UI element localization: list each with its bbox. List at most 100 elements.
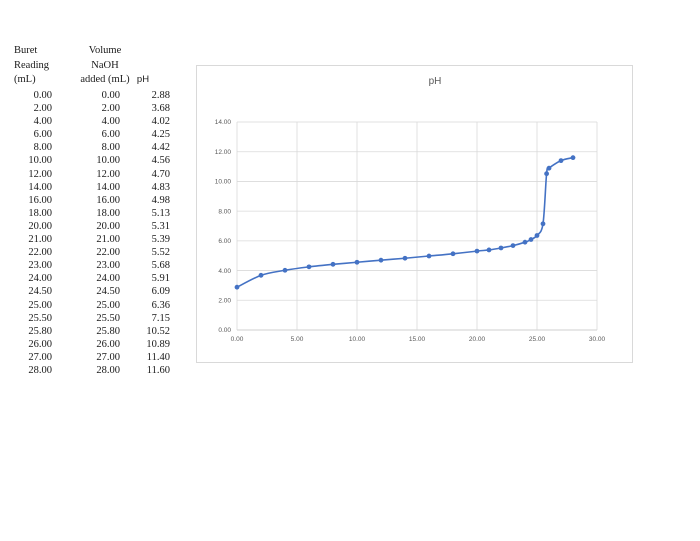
data-point bbox=[510, 243, 516, 249]
buret-reading-cell: 25.80 bbox=[28, 325, 52, 337]
buret-reading-cell: 28.00 bbox=[28, 364, 52, 376]
ph-cell: 4.42 bbox=[151, 142, 170, 154]
ph-cell: 11.60 bbox=[146, 364, 170, 376]
y-tick-label: 2.00 bbox=[218, 297, 231, 304]
data-point bbox=[522, 239, 528, 245]
y-tick-label: 12.00 bbox=[215, 149, 232, 156]
x-tick-label: 5.00 bbox=[291, 336, 304, 343]
data-point bbox=[258, 272, 264, 278]
data-point bbox=[426, 253, 432, 259]
volume-naoh-cell: 16.00 bbox=[96, 194, 120, 206]
volume-naoh-cell: 6.00 bbox=[101, 129, 120, 141]
series-line bbox=[236, 156, 574, 288]
buret-reading-cell: 24.00 bbox=[28, 273, 52, 285]
buret-reading-cell: 25.50 bbox=[28, 312, 52, 324]
buret-reading-cell: 6.00 bbox=[33, 129, 52, 141]
volume-naoh-cell: 25.50 bbox=[96, 312, 120, 324]
data-point bbox=[474, 248, 480, 254]
buret-reading-cell: 25.00 bbox=[28, 299, 52, 311]
buret-reading-cell: 4.00 bbox=[33, 116, 52, 128]
ph-cell: 5.52 bbox=[151, 247, 170, 259]
data-point bbox=[450, 251, 456, 257]
volume-naoh-cell: 25.80 bbox=[96, 325, 120, 337]
volume-naoh-cell: 27.00 bbox=[96, 351, 120, 363]
volume-naoh-cell: 18.00 bbox=[96, 207, 120, 219]
volume-naoh-cell: 24.50 bbox=[96, 286, 120, 298]
data-point bbox=[234, 284, 240, 290]
x-tick-label: 10.00 bbox=[349, 336, 366, 343]
y-tick-label: 14.00 bbox=[215, 119, 232, 126]
header-buret-line3: (mL) bbox=[14, 74, 36, 85]
volume-naoh-cell: 20.00 bbox=[96, 220, 120, 232]
ph-cell: 4.02 bbox=[151, 116, 170, 128]
data-point bbox=[402, 255, 408, 261]
y-tick-label: 6.00 bbox=[218, 238, 231, 245]
ph-cell: 5.68 bbox=[151, 260, 170, 272]
buret-reading-cell: 2.00 bbox=[33, 103, 52, 115]
ph-cell: 4.70 bbox=[151, 168, 170, 180]
volume-naoh-cell: 23.00 bbox=[96, 260, 120, 272]
data-point bbox=[540, 221, 546, 227]
volume-naoh-cell: 28.00 bbox=[96, 364, 120, 376]
data-point bbox=[498, 245, 504, 251]
ph-cell: 6.09 bbox=[151, 286, 170, 298]
ph-cell: 6.36 bbox=[151, 299, 170, 311]
buret-reading-cell: 22.00 bbox=[28, 247, 52, 259]
data-point bbox=[570, 155, 576, 161]
buret-reading-cell: 21.00 bbox=[28, 234, 52, 246]
buret-reading-cell: 10.00 bbox=[28, 155, 52, 167]
x-tick-label: 15.00 bbox=[409, 336, 426, 343]
header-ph: pH bbox=[136, 74, 150, 85]
ph-cell: 10.52 bbox=[146, 325, 170, 337]
ph-cell: 5.91 bbox=[151, 273, 170, 285]
volume-naoh-cell: 10.00 bbox=[96, 155, 120, 167]
y-tick-label: 10.00 bbox=[215, 179, 232, 186]
ph-cell: 2.88 bbox=[151, 90, 170, 101]
header-volume-line3: added (mL) bbox=[80, 74, 130, 85]
ph-cell: 5.13 bbox=[151, 207, 170, 219]
header-volume-naoh: Volume NaOH added (mL) bbox=[74, 44, 136, 88]
chart-svg: pH 0.00 2.00 4.00 6.00 8.00 10.00 12.00 14.00 0.0… bbox=[215, 76, 606, 343]
header-volume-line1: Volume bbox=[88, 45, 122, 56]
volume-naoh-cell: 0.00 bbox=[101, 90, 120, 101]
ph-cell: 5.39 bbox=[151, 234, 170, 246]
buret-reading-cell: 26.00 bbox=[28, 338, 52, 350]
header-buret-reading: Buret Reading (mL) bbox=[14, 44, 54, 88]
buret-reading-cell: 18.00 bbox=[28, 207, 52, 219]
ph-cell: 5.31 bbox=[151, 220, 170, 232]
volume-naoh-cell: 4.00 bbox=[101, 116, 120, 128]
data-point bbox=[306, 264, 312, 270]
volume-naoh-cell: 22.00 bbox=[96, 247, 120, 259]
buret-reading-cell: 12.00 bbox=[28, 168, 52, 180]
buret-reading-cell: 24.50 bbox=[28, 286, 52, 298]
y-tick-label: 0.00 bbox=[218, 327, 231, 334]
volume-naoh-cell: 24.00 bbox=[96, 273, 120, 285]
ph-cell: 4.56 bbox=[151, 155, 170, 167]
ph-cell: 3.68 bbox=[151, 103, 170, 115]
volume-naoh-cell: 21.00 bbox=[96, 234, 120, 246]
ph-cell: 4.83 bbox=[151, 181, 170, 193]
x-tick-label: 20.00 bbox=[469, 336, 486, 343]
data-point bbox=[558, 158, 564, 164]
buret-reading-cell: 20.00 bbox=[28, 220, 52, 232]
y-tick-label: 4.00 bbox=[218, 268, 231, 275]
x-tick-label: 25.00 bbox=[529, 336, 546, 343]
data-point bbox=[544, 171, 549, 177]
buret-reading-cell: 23.00 bbox=[28, 260, 52, 272]
data-point bbox=[378, 257, 384, 263]
ph-chart: pH 0.00 2.00 4.00 6.00 8.00 10.00 12.00 14.00 0.0… bbox=[196, 65, 633, 363]
buret-reading-cell: 8.00 bbox=[33, 142, 52, 154]
data-point bbox=[354, 259, 360, 265]
volume-naoh-cell: 25.00 bbox=[96, 299, 120, 311]
x-tick-label: 0.00 bbox=[231, 336, 244, 343]
ph-cell: 4.25 bbox=[151, 129, 170, 141]
volume-naoh-cell: 12.00 bbox=[96, 168, 120, 180]
volume-naoh-cell: 2.00 bbox=[101, 103, 120, 115]
x-tick-label: 30.00 bbox=[589, 336, 606, 343]
header-volume-line2: NaOH bbox=[91, 59, 119, 71]
buret-reading-cell: 27.00 bbox=[28, 351, 52, 363]
buret-reading-cell: 16.00 bbox=[28, 194, 52, 206]
volume-naoh-cell: 14.00 bbox=[96, 181, 120, 193]
data-point bbox=[486, 247, 492, 253]
buret-reading-cell: 0.00 bbox=[33, 90, 52, 101]
